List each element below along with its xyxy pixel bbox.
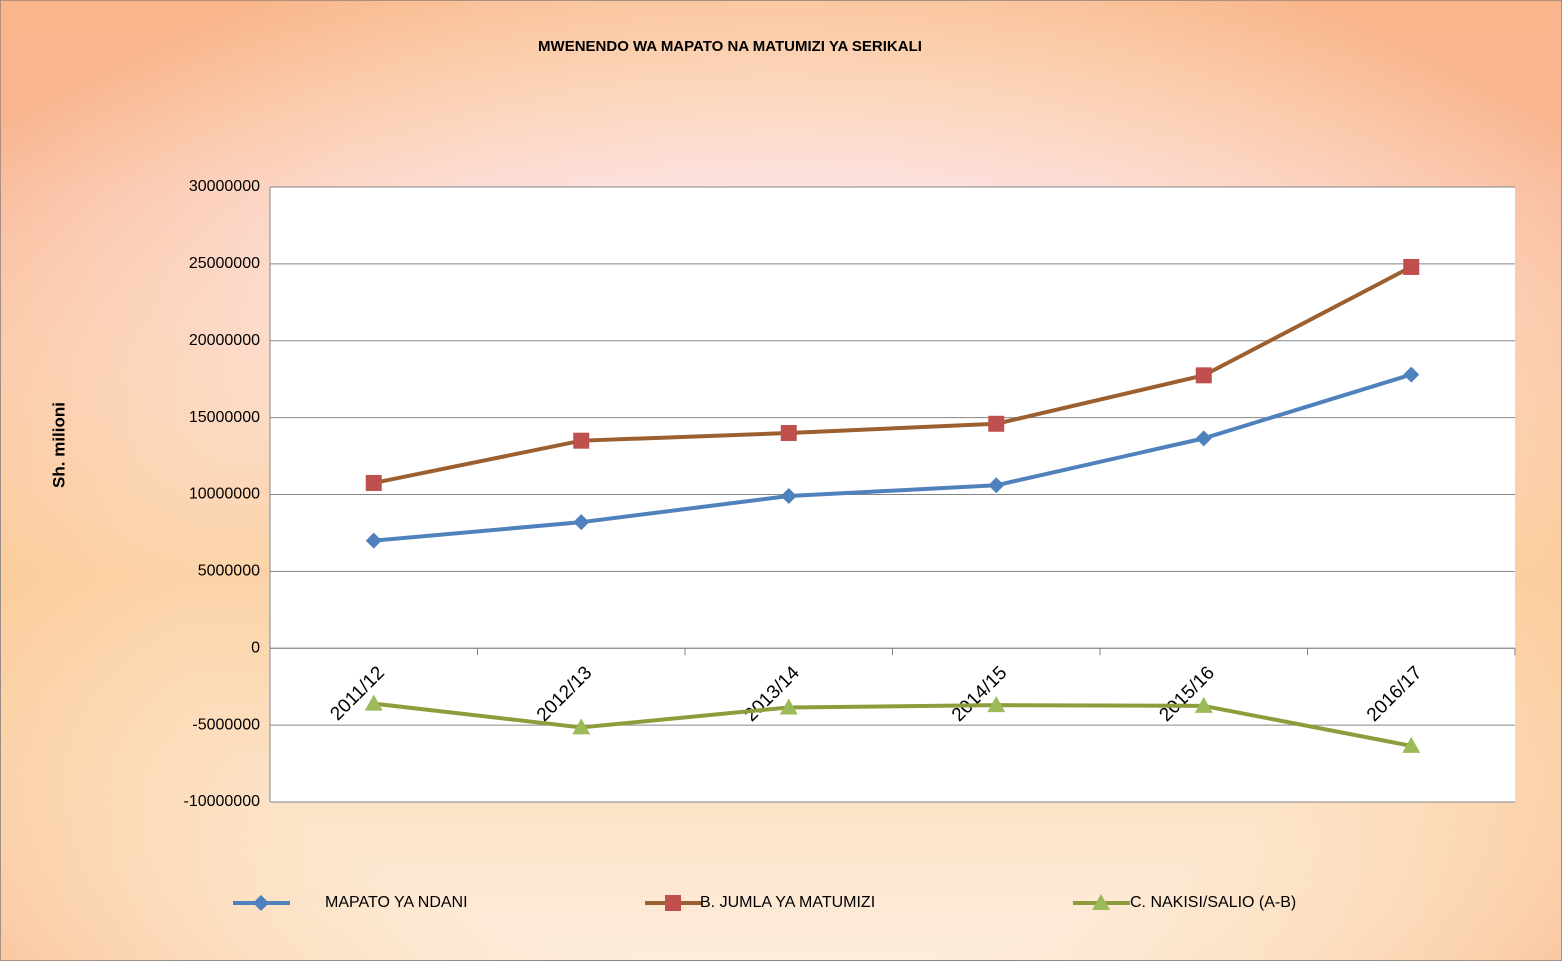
y-tick-label: -10000000 [183,793,260,810]
y-tick-label: -5000000 [192,716,260,733]
y-tick-label: 25000000 [189,255,260,272]
y-tick-label: 30000000 [189,178,260,195]
marker [365,474,382,491]
legend-label: B. JUMLA YA MATUMIZI [700,894,875,911]
y-tick-label: 0 [251,639,260,656]
y-tick-label: 20000000 [189,332,260,349]
y-axis-label: Sh. milioni [49,402,68,488]
marker [1402,736,1421,753]
marker [1195,430,1212,447]
y-tick-label: 10000000 [189,486,260,503]
marker [365,532,382,549]
marker [988,415,1005,432]
series-line [373,701,1412,748]
marker [780,488,797,505]
marker [988,477,1005,494]
marker [987,696,1006,713]
legend-label: MAPATO YA NDANI [325,894,468,911]
marker [1195,367,1212,384]
series-line [373,265,1413,485]
marker [573,432,590,449]
marker [1403,366,1420,383]
marker [364,694,383,711]
chart-title: MWENENDO WA MAPATO NA MATUMIZI YA SERIKA… [538,38,922,55]
y-tick-label: 5000000 [198,563,260,580]
marker [1194,696,1213,713]
marker [665,895,681,911]
marker [1092,894,1110,910]
marker [573,514,590,531]
legend-label: C. NAKISI/SALIO (A-B) [1130,894,1296,911]
marker [572,718,591,735]
marker [1403,258,1420,275]
y-tick-label: 15000000 [189,409,260,426]
marker [779,698,798,715]
marker [780,425,797,441]
series-line [373,372,1412,543]
marker [253,895,269,911]
